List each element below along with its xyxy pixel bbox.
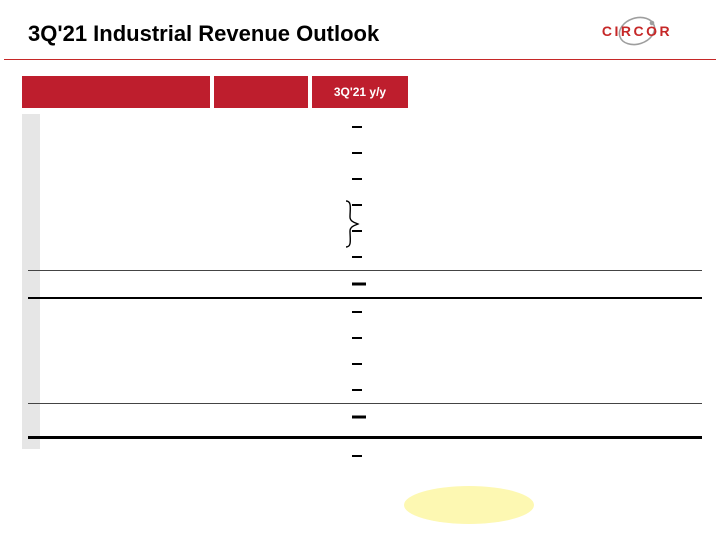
table-header-col1 [22, 76, 210, 108]
page-title: 3Q'21 Industrial Revenue Outlook [28, 21, 379, 47]
table-row [46, 299, 692, 325]
dash-icon [352, 152, 362, 154]
dash-icon [352, 363, 362, 365]
dash-icon [352, 455, 362, 457]
circor-logo: CIRCOR [588, 14, 686, 53]
table-header-row: 3Q'21 y/y [22, 76, 692, 108]
highlight-ellipse [404, 486, 534, 524]
dash-icon [352, 178, 362, 180]
table-header-col2 [214, 76, 308, 108]
table-row [46, 377, 692, 403]
dash-icon [352, 204, 362, 206]
dash-icon [352, 256, 362, 258]
dash-icon [352, 230, 362, 232]
table-row [46, 140, 692, 166]
table-row [46, 114, 692, 140]
dash-icon [352, 311, 362, 313]
dash-icon [352, 126, 362, 128]
table-row [46, 271, 692, 297]
table-header-col3: 3Q'21 y/y [312, 76, 408, 108]
dash-icon [352, 337, 362, 339]
table-row [46, 166, 692, 192]
table-row [46, 325, 692, 351]
table-row [46, 351, 692, 377]
rows-area [46, 114, 692, 469]
dash-icon [352, 389, 362, 391]
table-row [46, 218, 692, 244]
table-row [46, 244, 692, 270]
table-row [46, 443, 692, 469]
grey-sidebar [22, 114, 40, 449]
header-rule [4, 59, 716, 60]
table-row [46, 192, 692, 218]
dash-icon [352, 283, 366, 286]
dash-icon [352, 416, 366, 419]
logo-text: CIRCOR [602, 23, 672, 39]
table-row [46, 404, 692, 430]
